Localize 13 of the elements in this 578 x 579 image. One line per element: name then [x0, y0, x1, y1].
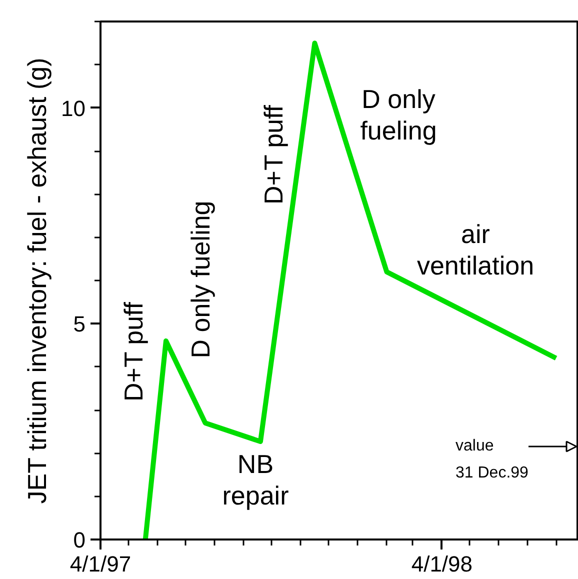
annotation: value 31 Dec.99 — [456, 437, 529, 482]
y-tick-label: 0 — [73, 528, 86, 552]
annotation: D+T puff — [118, 301, 148, 402]
y-axis-title: JET tritium inventory: fuel - exhaust (g) — [22, 58, 52, 504]
x-tick-label: 4/1/97 — [70, 552, 132, 576]
annotation: D only fueling — [360, 84, 437, 146]
y-tick-label: 10 — [61, 96, 86, 121]
annotation: air ventilation — [416, 218, 534, 280]
annotation: D+T puff — [258, 104, 288, 204]
annotation: D only fueling — [186, 200, 216, 358]
y-tick-label: 5 — [73, 312, 86, 337]
annotation: NB repair — [222, 448, 290, 510]
x-tick-label: 4/1/98 — [411, 552, 473, 576]
